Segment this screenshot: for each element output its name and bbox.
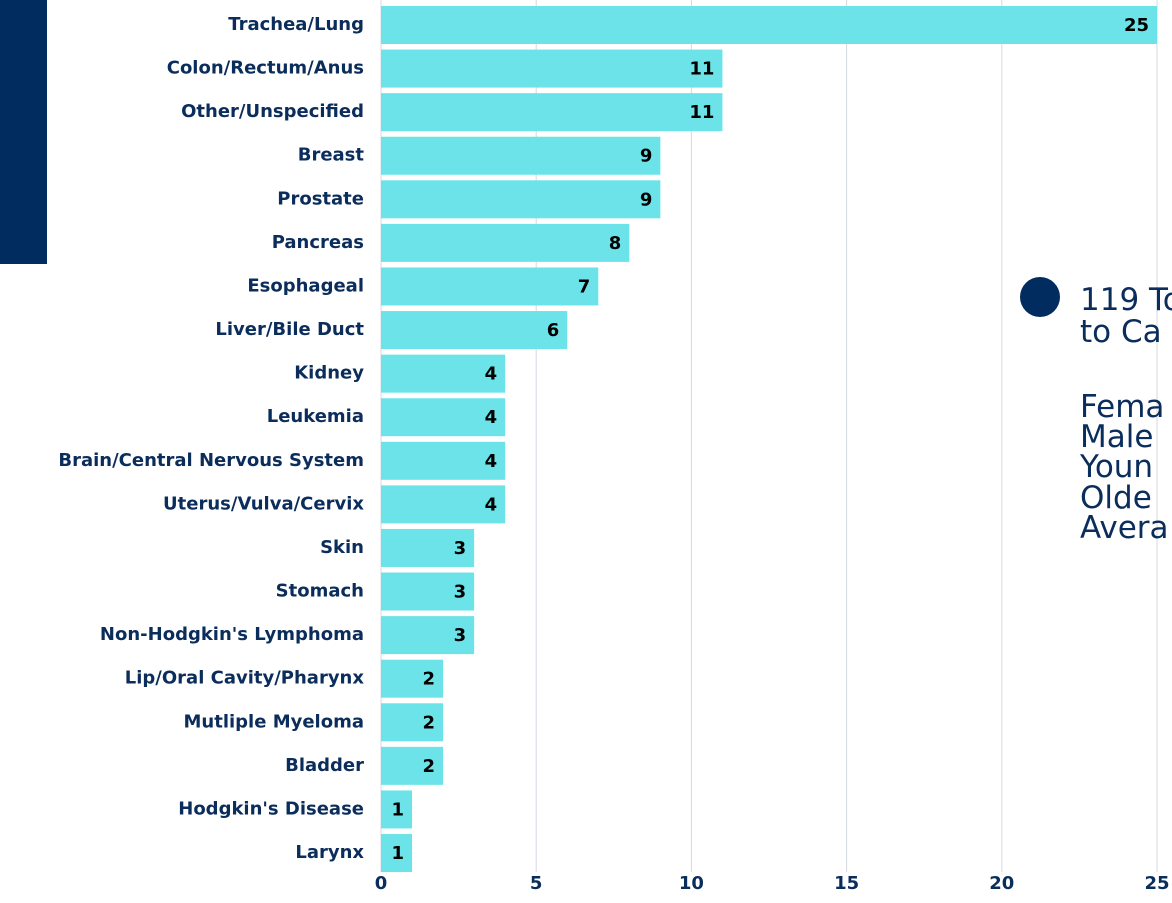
- bar: [381, 49, 723, 88]
- annotation: Avera: [1080, 510, 1169, 546]
- x-tick-label: 10: [679, 873, 704, 894]
- value-label: 2: [423, 712, 436, 733]
- bar: [381, 834, 413, 873]
- bar: [381, 267, 599, 306]
- bullet: [1020, 277, 1060, 317]
- y-tick-label: Kidney: [294, 363, 364, 384]
- x-tick-label: 0: [375, 873, 388, 894]
- bar: [381, 441, 506, 480]
- value-label: 9: [640, 189, 653, 210]
- bar: [381, 354, 506, 393]
- annotation: Fema: [1080, 389, 1164, 425]
- bar: [381, 485, 506, 524]
- bar: [381, 180, 661, 219]
- annotation: to Ca: [1080, 314, 1162, 350]
- value-label: 9: [640, 146, 653, 167]
- y-tick-label: Breast: [298, 145, 365, 166]
- y-tick-label: Liver/Bile Duct: [215, 319, 364, 340]
- y-tick-label: Lip/Oral Cavity/Pharynx: [125, 668, 365, 689]
- value-label: 8: [609, 233, 622, 254]
- y-tick-label: Bladder: [285, 755, 364, 776]
- y-tick-label: Trachea/Lung: [228, 14, 364, 35]
- value-label: 1: [392, 799, 405, 820]
- y-tick-label: Stomach: [276, 581, 364, 602]
- bar: [381, 572, 475, 611]
- value-label: 2: [423, 669, 436, 690]
- value-label: 4: [485, 451, 498, 472]
- value-label: 7: [578, 276, 591, 297]
- decor-panel: [0, 0, 47, 264]
- value-label: 4: [485, 407, 498, 428]
- y-tick-label: Colon/Rectum/Anus: [167, 58, 364, 79]
- annotation: Youn: [1079, 449, 1153, 485]
- value-label: 11: [689, 102, 714, 123]
- bar: [381, 746, 444, 785]
- x-tick-label: 15: [834, 873, 859, 894]
- value-label: 6: [547, 320, 560, 341]
- x-tick-label: 5: [530, 873, 543, 894]
- y-tick-label: Non-Hodgkin's Lymphoma: [100, 624, 364, 645]
- bar: [381, 398, 506, 437]
- bar: [381, 528, 475, 567]
- value-label: 1: [392, 843, 405, 864]
- y-tick-label: Uterus/Vulva/Cervix: [163, 493, 364, 514]
- y-tick-label: Larynx: [295, 842, 364, 863]
- value-label: 25: [1124, 15, 1149, 36]
- bar: [381, 6, 1157, 44]
- annotation: Olde: [1080, 480, 1152, 516]
- annotation: 119 To: [1080, 282, 1172, 318]
- bar: [381, 616, 475, 655]
- x-tick-label: 25: [1144, 873, 1169, 894]
- value-label: 4: [485, 494, 498, 515]
- value-label: 3: [454, 538, 467, 559]
- bar: [381, 703, 444, 742]
- y-tick-label: Pancreas: [272, 232, 364, 253]
- bar: [381, 223, 630, 262]
- y-tick-label: Leukemia: [267, 406, 364, 427]
- bar: [381, 659, 444, 698]
- bar: [381, 93, 723, 132]
- y-tick-label: Hodgkin's Disease: [178, 798, 364, 819]
- y-tick-label: Brain/Central Nervous System: [58, 450, 364, 471]
- y-tick-label: Mutliple Myeloma: [184, 711, 365, 732]
- x-tick-label: 20: [989, 873, 1014, 894]
- value-label: 11: [689, 59, 714, 80]
- y-tick-label: Esophageal: [247, 275, 364, 296]
- y-tick-label: Prostate: [277, 188, 364, 209]
- annotation: Male: [1080, 419, 1153, 455]
- value-label: 3: [454, 582, 467, 603]
- y-tick-label: Skin: [320, 537, 364, 558]
- value-label: 4: [485, 364, 498, 385]
- bar: [381, 311, 568, 350]
- value-label: 3: [454, 625, 467, 646]
- bar: [381, 790, 413, 829]
- y-tick-label: Other/Unspecified: [181, 101, 364, 122]
- value-label: 2: [423, 756, 436, 777]
- bar: [381, 136, 661, 175]
